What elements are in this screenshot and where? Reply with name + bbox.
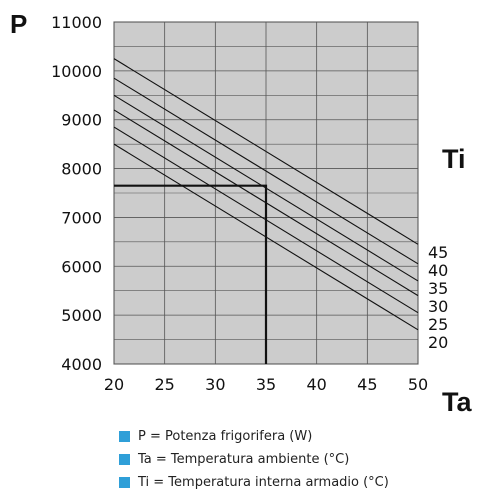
y-tick-label: 9000 xyxy=(61,111,102,130)
x-tick-label: 30 xyxy=(205,375,225,394)
y-tick-label: 10000 xyxy=(51,62,102,81)
series-label-20: 20 xyxy=(428,333,448,352)
series-line-45 xyxy=(113,58,419,245)
legend: P = Potenza frigorifera (W) Ta = Tempera… xyxy=(119,425,389,494)
reading-line xyxy=(114,184,268,364)
legend-swatch xyxy=(119,431,130,442)
y-tick-label: 11000 xyxy=(51,13,102,32)
series-label-30: 30 xyxy=(428,297,448,316)
y-tick-label: 4000 xyxy=(61,355,102,374)
series-line-40 xyxy=(113,77,419,265)
x-tick-label: 25 xyxy=(154,375,174,394)
legend-item-p: P = Potenza frigorifera (W) xyxy=(119,425,389,448)
x-tick-label: 35 xyxy=(256,375,276,394)
x-tick-label: 50 xyxy=(408,375,428,394)
y-tick-label: 8000 xyxy=(61,160,102,179)
y-tick-label: 7000 xyxy=(61,208,102,227)
y-axis-symbol: P xyxy=(10,9,27,39)
series-label-40: 40 xyxy=(428,261,448,280)
series-label-35: 35 xyxy=(428,279,448,298)
legend-text: P = Potenza frigorifera (W) xyxy=(138,429,313,444)
legend-swatch xyxy=(119,477,130,488)
x-axis-symbol: Ta xyxy=(442,387,472,417)
y-tick-label: 5000 xyxy=(61,306,102,325)
series-label-25: 25 xyxy=(428,315,448,334)
legend-item-ti: Ti = Temperatura interna armadio (°C) xyxy=(119,471,389,494)
legend-swatch xyxy=(119,454,130,465)
legend-text: Ta = Temperatura ambiente (°C) xyxy=(138,452,350,467)
x-tick-label: 45 xyxy=(357,375,377,394)
series-group-label: Ti xyxy=(442,144,466,174)
series-label-45: 45 xyxy=(428,243,448,262)
y-tick-label: 6000 xyxy=(61,257,102,276)
example-reading xyxy=(114,184,268,364)
x-tick-label: 40 xyxy=(306,375,326,394)
legend-text: Ti = Temperatura interna armadio (°C) xyxy=(138,475,389,490)
x-tick-label: 20 xyxy=(104,375,124,394)
tick-labels: 4000 5000 6000 7000 8000 9000 10000 11000 20 25 30… xyxy=(51,13,428,394)
legend-item-ta: Ta = Temperatura ambiente (°C) xyxy=(119,448,389,471)
